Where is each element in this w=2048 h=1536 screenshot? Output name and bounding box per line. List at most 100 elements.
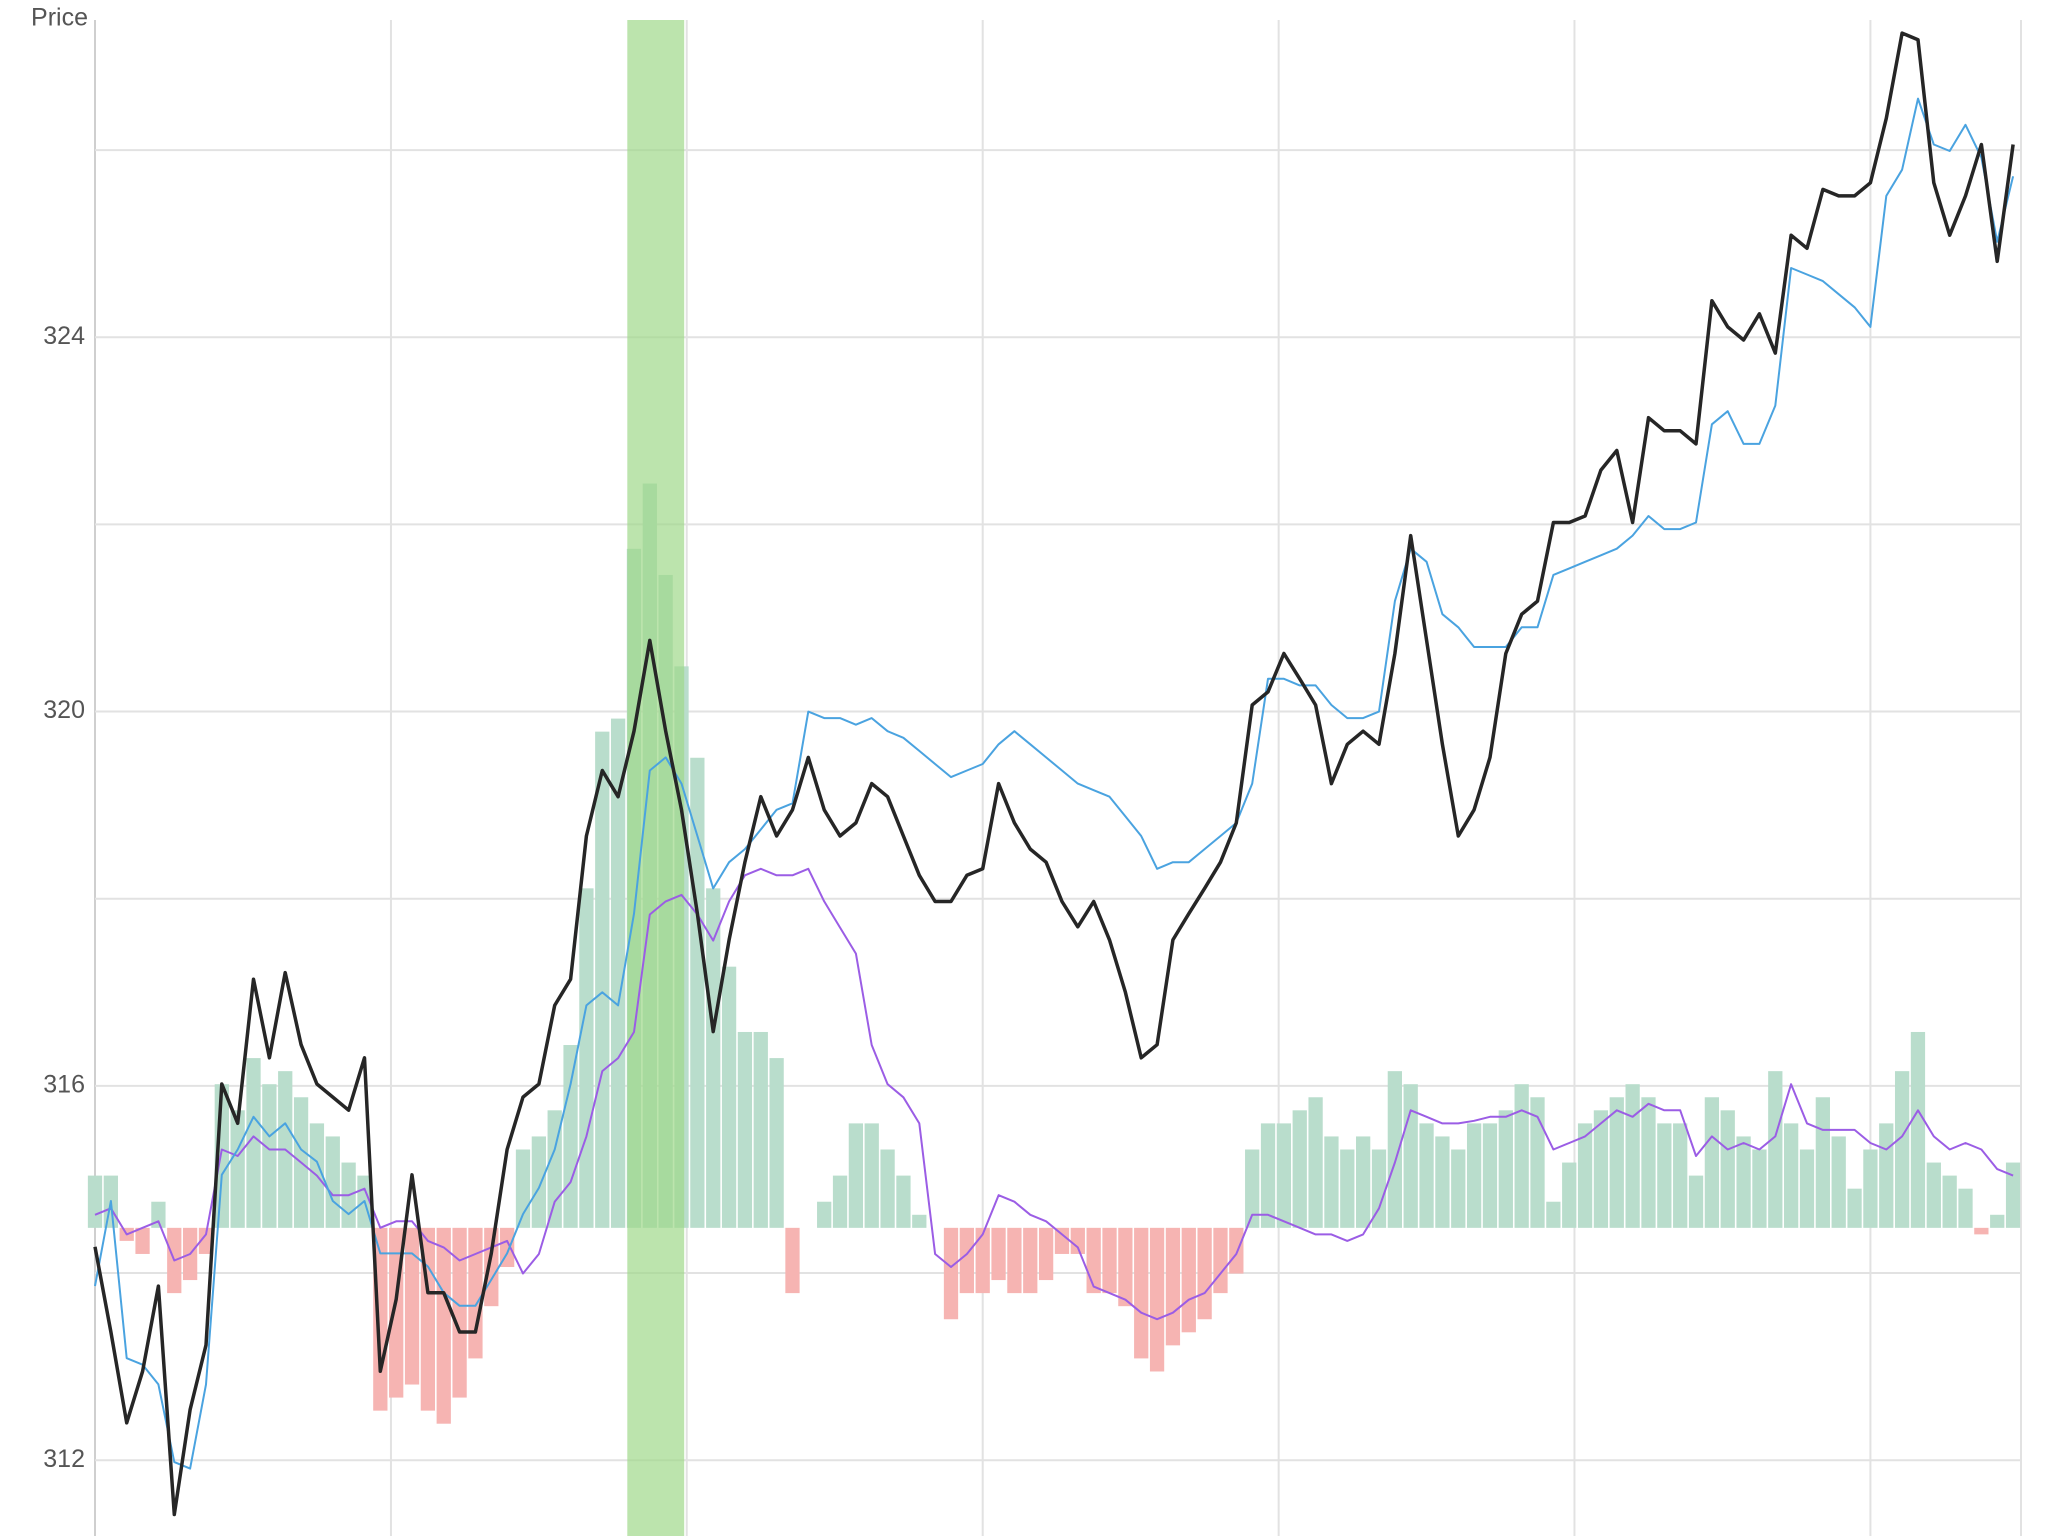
histogram-bar bbox=[1577, 1123, 1593, 1228]
histogram-bar bbox=[1863, 1149, 1878, 1228]
histogram-bar bbox=[1086, 1227, 1101, 1294]
histogram-bar bbox=[1482, 1123, 1498, 1228]
histogram-bar bbox=[943, 1227, 959, 1320]
histogram-bar bbox=[1768, 1071, 1783, 1228]
histogram-bar bbox=[1752, 1149, 1767, 1228]
histogram-bar bbox=[1260, 1123, 1276, 1228]
histogram-bar bbox=[721, 966, 737, 1228]
histogram-bar bbox=[1673, 1123, 1688, 1228]
histogram-bar bbox=[1514, 1084, 1529, 1228]
series-line bbox=[93, 31, 2015, 1517]
histogram-bar bbox=[1625, 1084, 1640, 1228]
histogram-bar bbox=[1657, 1123, 1672, 1228]
histogram-bar bbox=[1007, 1227, 1022, 1294]
histogram-bar bbox=[896, 1175, 911, 1228]
histogram-bar bbox=[1340, 1149, 1355, 1228]
histogram-bar bbox=[1815, 1097, 1830, 1228]
series-line bbox=[94, 867, 2014, 1321]
histogram-bar bbox=[1102, 1227, 1117, 1294]
histogram-bar bbox=[1451, 1149, 1466, 1228]
histogram-bar bbox=[737, 1031, 753, 1228]
histogram-bar bbox=[1070, 1227, 1085, 1254]
histogram-bar bbox=[1023, 1227, 1038, 1294]
histogram-bar bbox=[991, 1227, 1006, 1281]
histogram-bar bbox=[1530, 1097, 1545, 1228]
histogram-bar bbox=[1181, 1227, 1196, 1333]
histogram-bar bbox=[1292, 1110, 1307, 1228]
histogram-bar bbox=[230, 1110, 245, 1228]
histogram-bar bbox=[2005, 1162, 2021, 1228]
histogram-bar bbox=[1276, 1123, 1292, 1228]
histogram-bar bbox=[690, 757, 705, 1228]
histogram-bar bbox=[1736, 1136, 1751, 1228]
histogram-bar bbox=[1926, 1162, 1941, 1228]
histogram-bar bbox=[1910, 1031, 1926, 1228]
histogram-bar bbox=[579, 888, 594, 1228]
histogram-bar bbox=[1641, 1097, 1656, 1228]
histogram-bar bbox=[1831, 1136, 1846, 1228]
histogram-bar bbox=[1562, 1162, 1577, 1228]
histogram-bar bbox=[864, 1123, 879, 1228]
histogram-bar bbox=[1894, 1071, 1910, 1228]
histogram-bar bbox=[610, 718, 626, 1228]
histogram-bar bbox=[959, 1227, 974, 1294]
histogram-bar bbox=[1419, 1123, 1434, 1228]
histogram-bar bbox=[1197, 1227, 1212, 1320]
histogram-bar bbox=[1149, 1227, 1165, 1372]
histogram-bar bbox=[151, 1201, 166, 1228]
histogram-bar bbox=[1134, 1227, 1149, 1359]
y-tick-label: 312 bbox=[43, 1445, 85, 1473]
histogram-bar bbox=[1784, 1123, 1799, 1228]
histogram-bar bbox=[832, 1175, 848, 1228]
histogram-bar bbox=[1356, 1136, 1371, 1228]
histogram-bar bbox=[198, 1227, 214, 1254]
y-tick-label: 320 bbox=[43, 696, 85, 724]
histogram-bar bbox=[1038, 1227, 1054, 1281]
histogram-bar bbox=[468, 1227, 483, 1359]
histogram-bar bbox=[817, 1201, 832, 1228]
histogram-bar bbox=[1879, 1123, 1894, 1228]
histogram-bar bbox=[880, 1149, 895, 1228]
histogram-bar bbox=[595, 731, 610, 1228]
histogram-bar bbox=[1688, 1175, 1704, 1228]
histogram-bar bbox=[753, 1031, 768, 1228]
histogram-bar bbox=[1799, 1149, 1815, 1228]
histogram-bar bbox=[1974, 1227, 1989, 1235]
histogram-bar bbox=[436, 1227, 451, 1424]
histogram-bar bbox=[1213, 1227, 1228, 1294]
histogram-bar bbox=[1324, 1136, 1339, 1228]
histogram-bar bbox=[1165, 1227, 1181, 1346]
histogram-bar bbox=[1990, 1214, 2005, 1228]
histogram-bar bbox=[1403, 1084, 1418, 1228]
histogram-bar bbox=[500, 1227, 515, 1268]
histogram-bar bbox=[1704, 1097, 1720, 1228]
histogram-bar bbox=[1720, 1110, 1735, 1228]
histogram-bar bbox=[246, 1058, 261, 1228]
histogram-bar bbox=[1942, 1175, 1957, 1228]
histogram-bar bbox=[1593, 1110, 1609, 1228]
histogram-bar bbox=[262, 1084, 277, 1228]
histogram-bar bbox=[135, 1227, 150, 1254]
histogram-bar bbox=[769, 1058, 784, 1228]
series-line bbox=[94, 97, 2015, 1470]
histogram-bar bbox=[1118, 1227, 1133, 1307]
histogram-bar bbox=[1245, 1149, 1260, 1228]
histogram-bar bbox=[87, 1175, 103, 1228]
histogram-bar bbox=[1054, 1227, 1070, 1254]
histogram-bar bbox=[785, 1227, 800, 1294]
histogram-bar bbox=[1498, 1110, 1513, 1228]
histogram-bar bbox=[531, 1136, 546, 1228]
histogram-bar bbox=[1371, 1149, 1387, 1228]
histogram-bar bbox=[1609, 1097, 1624, 1228]
histogram-bar bbox=[1308, 1097, 1323, 1228]
histogram-bar bbox=[452, 1227, 467, 1398]
y-axis-label: Price bbox=[31, 4, 88, 32]
histogram-bar bbox=[975, 1227, 990, 1294]
histogram-bar bbox=[1546, 1201, 1561, 1228]
histogram-bar bbox=[563, 1045, 578, 1228]
histogram-bar bbox=[1229, 1227, 1244, 1274]
histogram-bar bbox=[706, 888, 721, 1228]
histogram-bar bbox=[848, 1123, 864, 1228]
